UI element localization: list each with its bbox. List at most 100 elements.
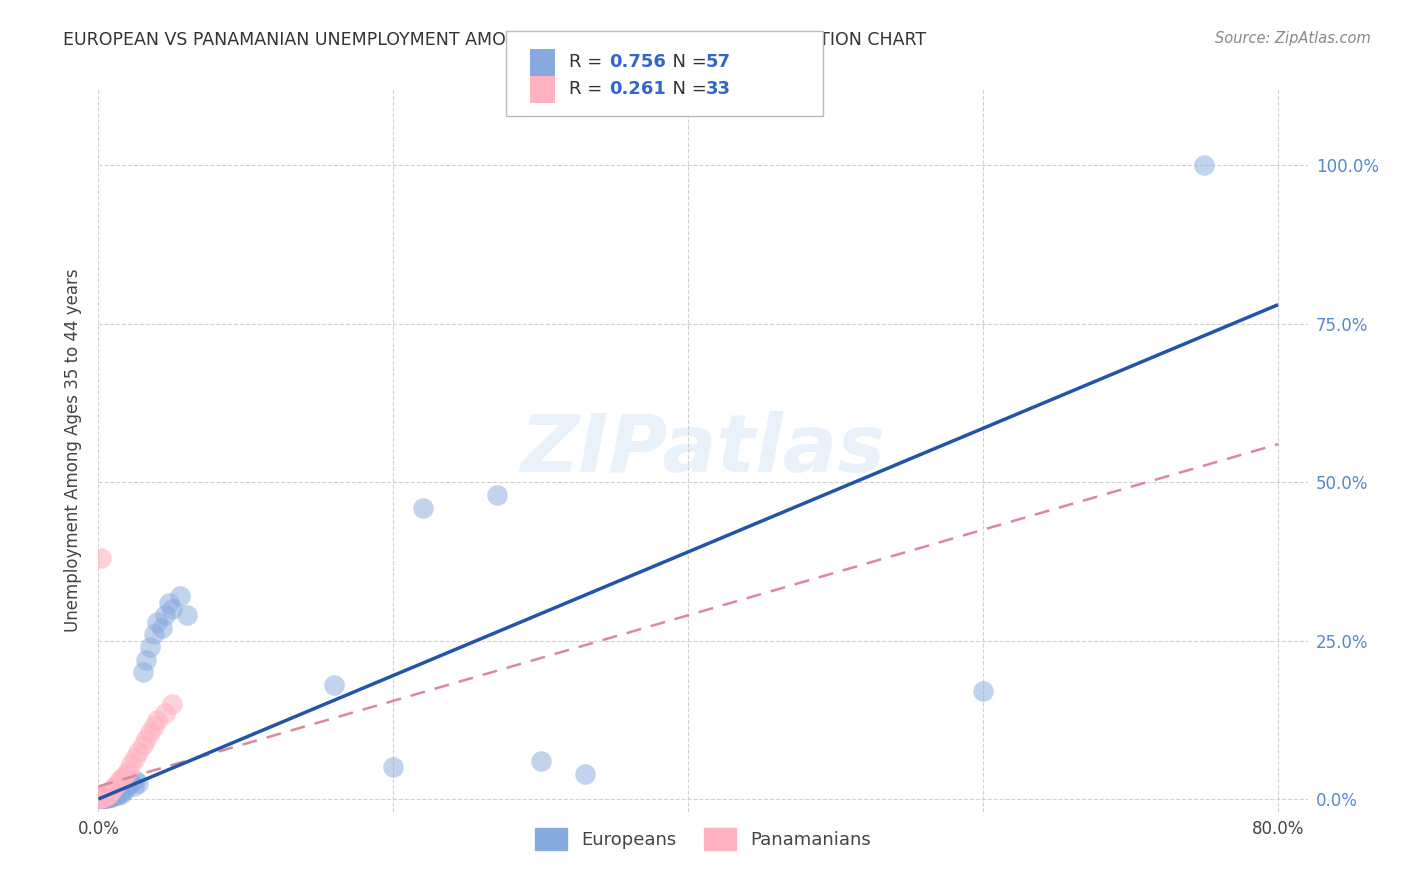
Text: N =: N = <box>661 54 713 71</box>
Text: Source: ZipAtlas.com: Source: ZipAtlas.com <box>1215 31 1371 46</box>
Point <box>115 780 138 794</box>
Point <box>94 790 117 805</box>
Point <box>96 789 118 804</box>
Point <box>91 791 114 805</box>
Point <box>107 788 129 802</box>
Text: 57: 57 <box>706 54 731 71</box>
Text: N =: N = <box>661 80 713 98</box>
Point <box>96 789 118 803</box>
Point <box>97 790 120 805</box>
Point <box>98 790 121 805</box>
Point <box>323 678 346 692</box>
Point <box>93 789 115 804</box>
Point <box>94 787 117 801</box>
Point <box>146 615 169 629</box>
Point <box>91 790 114 805</box>
Point <box>89 790 111 805</box>
Text: ZIPatlas: ZIPatlas <box>520 411 886 490</box>
Point <box>139 640 162 654</box>
Point <box>94 789 117 803</box>
Point <box>100 788 122 802</box>
Text: 0.261: 0.261 <box>609 80 665 98</box>
Point <box>124 772 146 787</box>
Point <box>124 751 146 765</box>
Point <box>105 786 128 800</box>
Point <box>90 790 112 805</box>
Point <box>131 665 153 680</box>
Point <box>120 757 142 772</box>
Point <box>96 786 118 800</box>
Y-axis label: Unemployment Among Ages 35 to 44 years: Unemployment Among Ages 35 to 44 years <box>63 268 82 632</box>
Point <box>176 608 198 623</box>
Point <box>101 789 124 803</box>
Point <box>160 697 183 711</box>
Point <box>105 778 128 792</box>
Point <box>485 488 508 502</box>
Point <box>169 589 191 603</box>
Point <box>574 766 596 780</box>
Text: 33: 33 <box>706 80 731 98</box>
Point <box>160 602 183 616</box>
Point <box>94 789 117 803</box>
Point <box>100 789 122 804</box>
Point <box>111 771 134 785</box>
Point <box>101 780 124 795</box>
Point <box>89 790 111 805</box>
Text: R =: R = <box>569 54 609 71</box>
Point <box>96 790 118 805</box>
Point <box>143 627 166 641</box>
Point <box>108 774 131 789</box>
Point <box>111 784 134 798</box>
Point <box>153 706 176 721</box>
Text: EUROPEAN VS PANAMANIAN UNEMPLOYMENT AMONG AGES 35 TO 44 YEARS CORRELATION CHART: EUROPEAN VS PANAMANIAN UNEMPLOYMENT AMON… <box>63 31 927 49</box>
Point <box>122 780 145 794</box>
Point <box>135 652 157 666</box>
Text: 0.756: 0.756 <box>609 54 665 71</box>
Point <box>131 738 153 752</box>
Point <box>97 789 120 803</box>
Point <box>139 725 162 739</box>
Point <box>412 500 434 515</box>
Point <box>98 789 121 803</box>
Point <box>153 608 176 623</box>
Point <box>104 789 127 803</box>
Point <box>90 791 112 805</box>
Point <box>100 782 122 797</box>
Point <box>127 744 149 758</box>
Point <box>127 776 149 790</box>
Point <box>91 790 114 805</box>
Point <box>150 621 173 635</box>
Point <box>117 764 139 778</box>
Point <box>117 778 139 792</box>
Point <box>98 784 121 798</box>
Point <box>90 789 112 803</box>
Point <box>157 596 180 610</box>
Point <box>90 551 112 566</box>
Point <box>93 789 115 804</box>
Point <box>146 713 169 727</box>
Point <box>93 790 115 805</box>
Point <box>135 731 157 746</box>
Point <box>90 790 112 805</box>
Point <box>93 788 115 802</box>
Point <box>91 790 114 805</box>
Point <box>93 790 115 805</box>
Point <box>1194 158 1216 172</box>
Text: R =: R = <box>569 80 609 98</box>
Point <box>382 760 405 774</box>
Point <box>972 684 994 698</box>
Point <box>89 791 111 805</box>
Point <box>96 789 118 803</box>
Point <box>101 787 124 801</box>
Point <box>108 786 131 800</box>
Point <box>143 719 166 733</box>
Point <box>114 782 136 797</box>
Legend: Europeans, Panamanians: Europeans, Panamanians <box>527 821 879 857</box>
Point <box>114 768 136 782</box>
Point <box>530 754 553 768</box>
Point <box>94 790 117 805</box>
Point <box>120 776 142 790</box>
Point <box>97 787 120 801</box>
Point <box>89 791 111 805</box>
Point <box>90 789 112 804</box>
